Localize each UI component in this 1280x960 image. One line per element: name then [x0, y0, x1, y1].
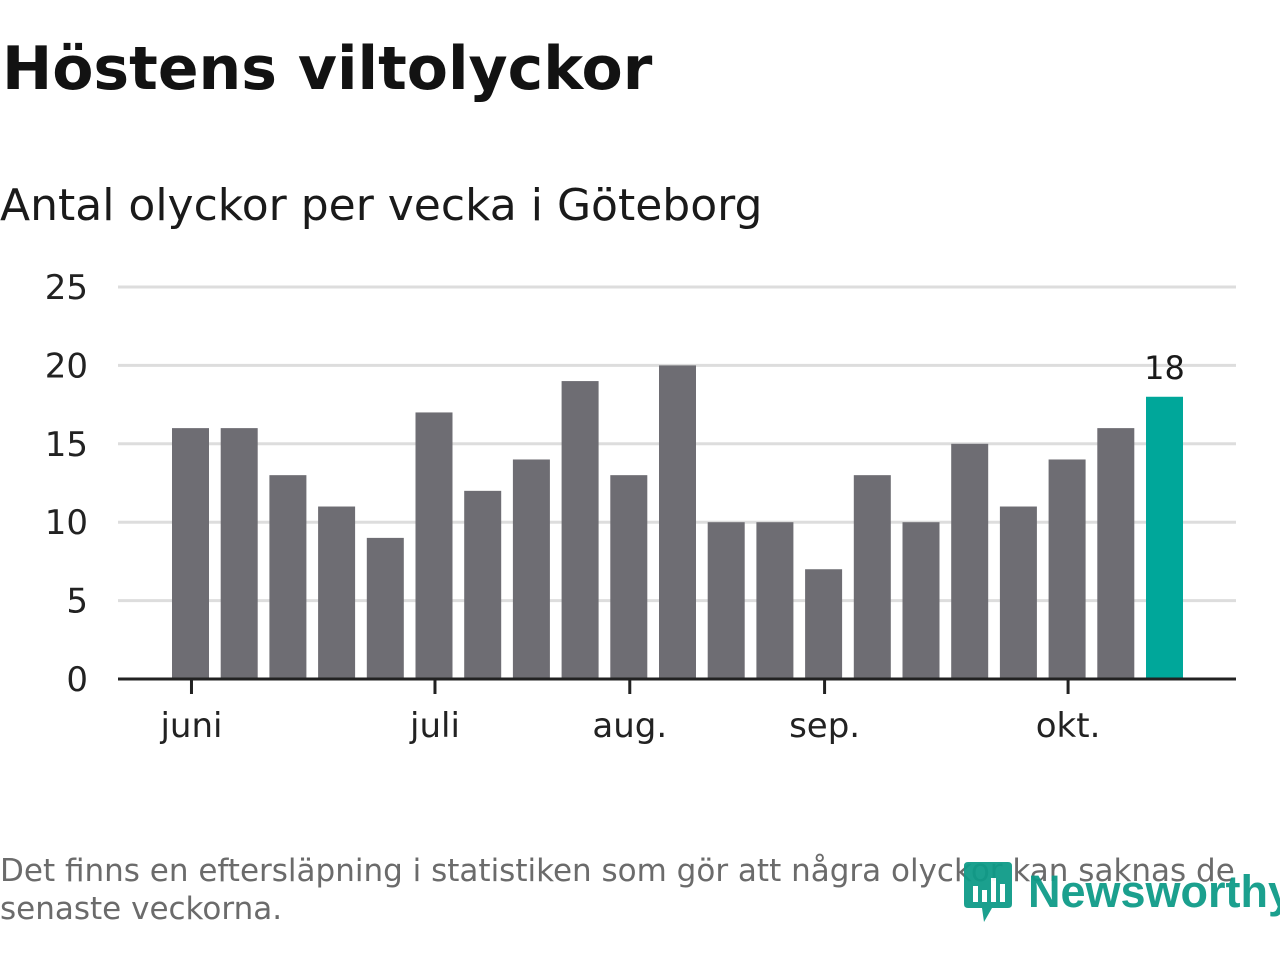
x-tick-label: aug.	[592, 706, 667, 746]
x-tick-label: juni	[159, 706, 222, 746]
bar	[610, 475, 648, 679]
bar	[659, 365, 696, 679]
bar	[902, 522, 940, 679]
bar	[707, 522, 745, 679]
y-tick-label: 25	[45, 268, 88, 308]
x-tick-label: sep.	[789, 706, 860, 746]
bar	[512, 459, 550, 679]
bars: 18	[172, 349, 1185, 679]
y-tick-label: 5	[66, 582, 88, 622]
bar	[1048, 459, 1086, 679]
bar	[756, 522, 794, 679]
bar	[999, 506, 1037, 679]
bar-chart: 0 5 10 15 20 25 18 juni juli aug. sep. okt.	[45, 268, 1236, 746]
y-axis-ticks: 0 5 10 15 20 25	[45, 268, 88, 700]
chart-subtitle: Antal olyckor per vecka i Göteborg	[0, 180, 763, 231]
bar-chart-bubble-icon	[964, 862, 1012, 922]
y-tick-label: 10	[45, 503, 88, 543]
x-tick-label: juli	[409, 706, 460, 746]
bar	[172, 428, 209, 679]
logo-text: Newsworthy	[1028, 866, 1280, 917]
newsworthy-logo: Newsworthy	[962, 860, 1280, 924]
y-tick-label: 20	[45, 346, 88, 386]
bar-highlight	[1146, 396, 1183, 679]
y-tick-label: 15	[45, 425, 88, 465]
bar	[1097, 428, 1135, 679]
y-tick-label: 0	[66, 660, 88, 700]
bar-value-label: 18	[1144, 349, 1185, 387]
bar	[318, 506, 356, 679]
x-tick-label: okt.	[1036, 706, 1101, 746]
bar	[220, 428, 258, 679]
bar	[415, 412, 453, 679]
bar	[951, 443, 989, 679]
bar	[366, 537, 404, 679]
bar	[269, 475, 307, 679]
footnote: Det finns en eftersläpning i statistiken…	[0, 853, 1235, 927]
bar	[561, 381, 599, 679]
bar	[805, 569, 843, 679]
bar	[464, 490, 502, 679]
x-axis-ticks: juni juli aug. sep. okt.	[159, 679, 1100, 746]
chart-title: Höstens viltolyckor	[2, 34, 653, 104]
bar	[853, 475, 891, 679]
